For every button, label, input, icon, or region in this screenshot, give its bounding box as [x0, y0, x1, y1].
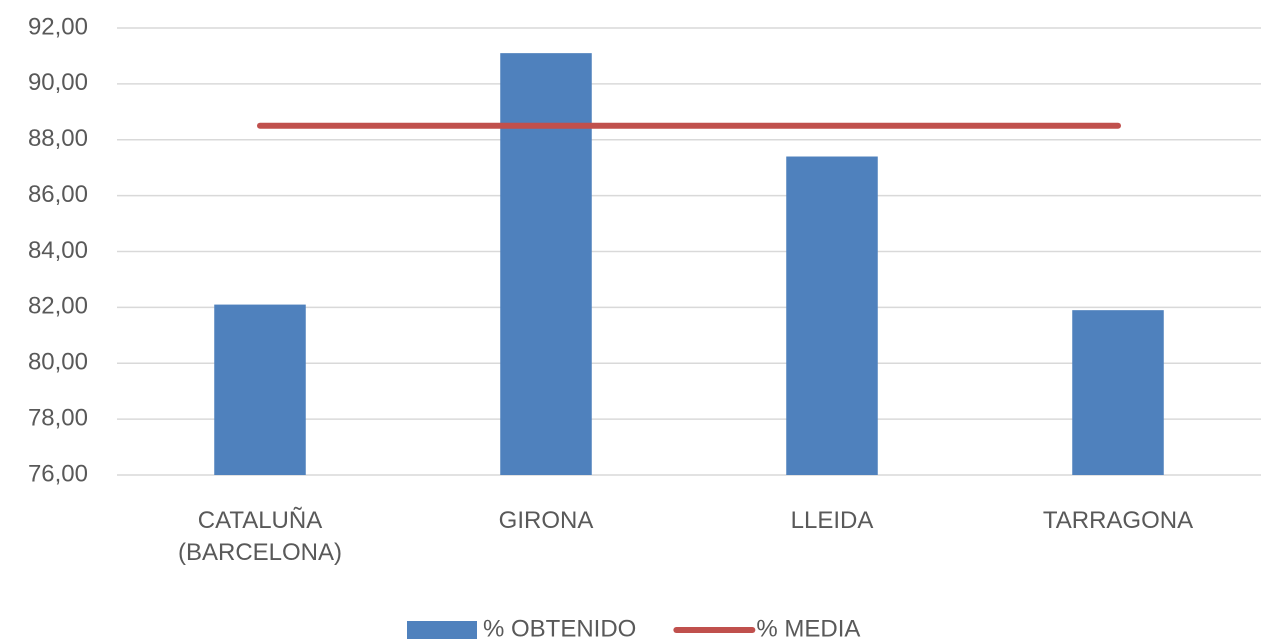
y-tick-label: 76,00 — [28, 460, 88, 487]
y-tick-label: 78,00 — [28, 404, 88, 431]
y-tick-label: 86,00 — [28, 181, 88, 208]
y-tick-label: 92,00 — [28, 13, 88, 40]
legend-label: % MEDIA — [756, 615, 860, 642]
legend-swatch — [407, 621, 477, 639]
bar — [786, 156, 878, 475]
y-tick-label: 80,00 — [28, 349, 88, 376]
y-tick-label: 82,00 — [28, 293, 88, 320]
legend-label: % OBTENIDO — [483, 615, 636, 642]
bar — [214, 304, 306, 475]
x-tick-label: GIRONA — [498, 507, 594, 534]
y-tick-label: 90,00 — [28, 69, 88, 96]
x-tick-label: TARRAGONA — [1042, 507, 1194, 534]
x-tick-label: CATALUÑA (BARCELONA) — [177, 507, 343, 566]
bar — [500, 53, 592, 476]
x-tick-label: LLEIDA — [790, 507, 874, 534]
y-tick-label: 88,00 — [28, 125, 88, 152]
bar — [1072, 310, 1164, 475]
y-tick-label: 84,00 — [28, 237, 88, 264]
